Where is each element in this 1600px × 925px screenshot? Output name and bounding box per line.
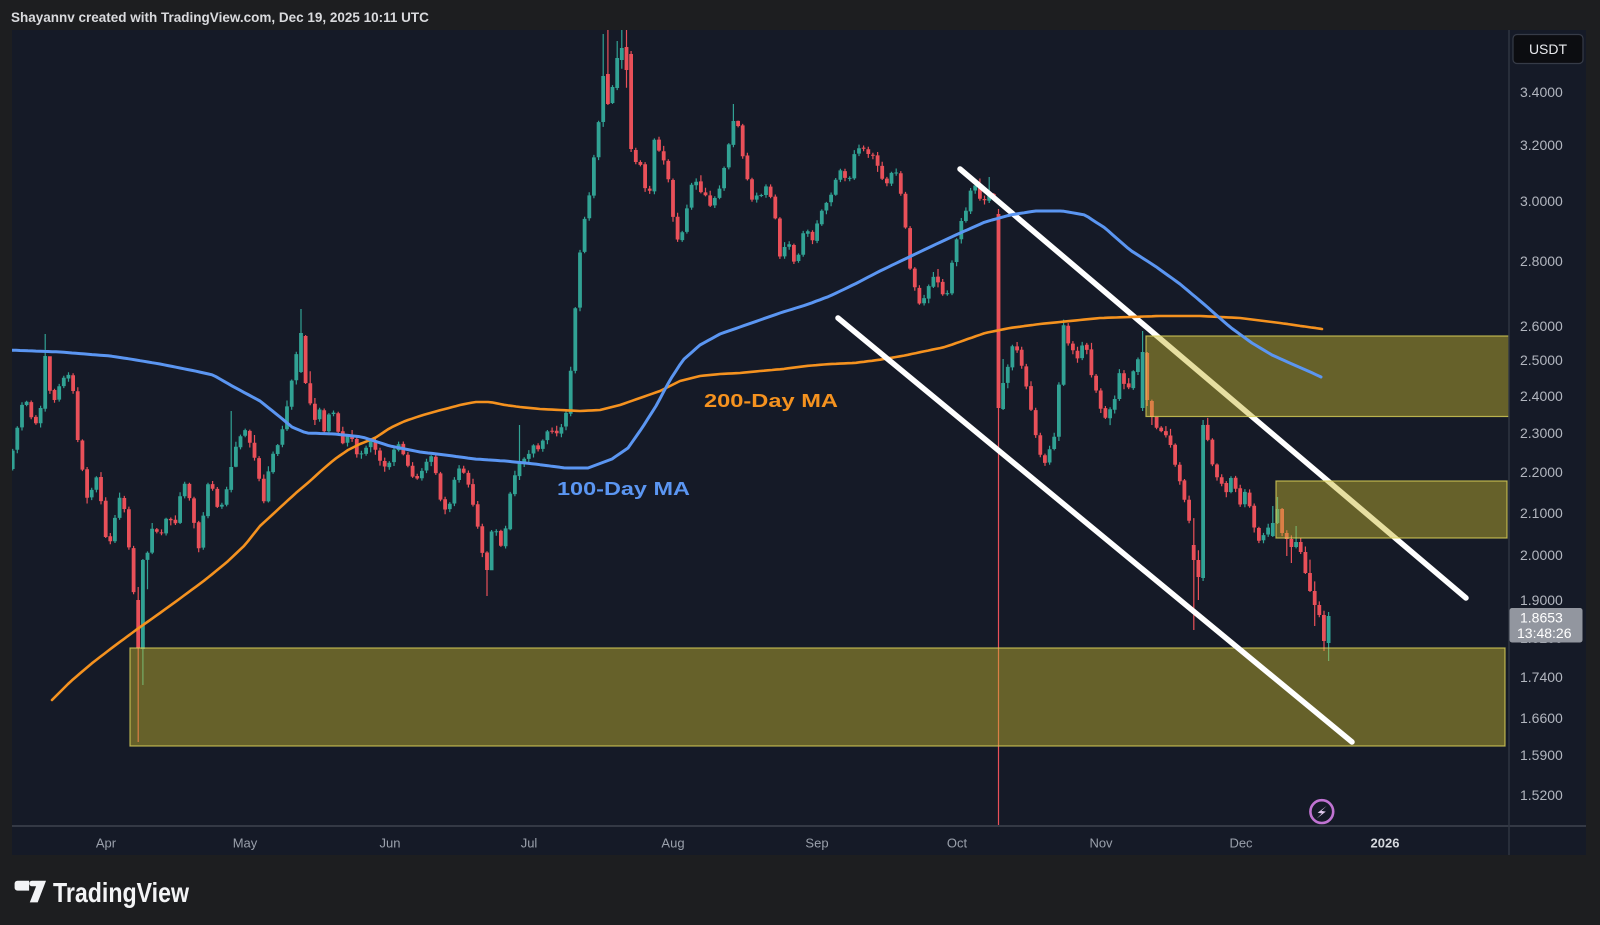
svg-text:2.3000: 2.3000	[1520, 425, 1563, 441]
svg-text:Nov: Nov	[1089, 836, 1113, 851]
svg-text:1.6600: 1.6600	[1520, 710, 1563, 726]
svg-text:1.9000: 1.9000	[1520, 592, 1563, 608]
svg-text:13:48:26: 13:48:26	[1517, 625, 1572, 641]
svg-text:USDT: USDT	[1529, 41, 1568, 57]
svg-text:1.7400: 1.7400	[1520, 669, 1563, 685]
svg-text:2.2000: 2.2000	[1520, 464, 1563, 480]
svg-text:TradingView: TradingView	[53, 877, 189, 908]
svg-text:Aug: Aug	[661, 836, 684, 851]
svg-text:1.5900: 1.5900	[1520, 747, 1563, 763]
svg-text:3.2000: 3.2000	[1520, 137, 1563, 153]
svg-text:2.8000: 2.8000	[1520, 253, 1563, 269]
svg-text:Jul: Jul	[521, 836, 538, 851]
svg-text:Shayannv created with TradingV: Shayannv created with TradingView.com, D…	[11, 10, 429, 25]
svg-text:Dec: Dec	[1229, 836, 1253, 851]
svg-text:Apr: Apr	[96, 836, 117, 851]
svg-text:2.0000: 2.0000	[1520, 547, 1563, 563]
svg-text:100-Day MA: 100-Day MA	[557, 478, 690, 499]
svg-text:2.6000: 2.6000	[1520, 318, 1563, 334]
svg-text:May: May	[233, 836, 258, 851]
svg-text:3.0000: 3.0000	[1520, 193, 1563, 209]
svg-text:Jun: Jun	[380, 836, 401, 851]
svg-text:2.4000: 2.4000	[1520, 388, 1563, 404]
svg-text:Oct: Oct	[947, 836, 968, 851]
svg-text:2026: 2026	[1371, 836, 1400, 851]
svg-text:200-Day MA: 200-Day MA	[704, 390, 838, 411]
svg-text:1.5200: 1.5200	[1520, 787, 1563, 803]
svg-text:Sep: Sep	[805, 836, 828, 851]
svg-text:2.1000: 2.1000	[1520, 505, 1563, 521]
svg-text:3.4000: 3.4000	[1520, 84, 1563, 100]
svg-text:1.8653: 1.8653	[1520, 610, 1563, 626]
svg-text:2.5000: 2.5000	[1520, 352, 1563, 368]
